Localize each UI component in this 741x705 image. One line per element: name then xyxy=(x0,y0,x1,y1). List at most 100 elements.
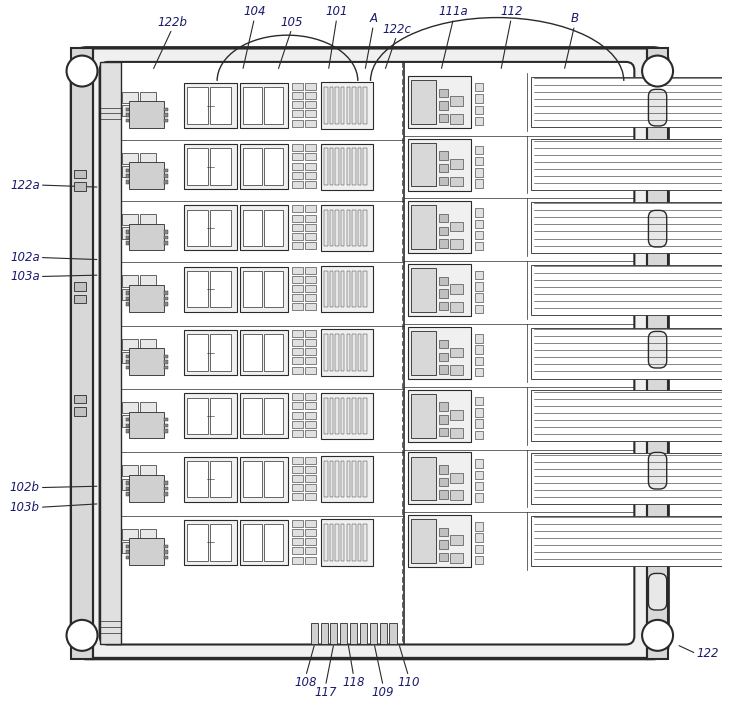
Bar xyxy=(165,556,168,559)
Bar xyxy=(126,556,129,559)
Bar xyxy=(126,108,129,111)
Bar xyxy=(126,487,129,491)
FancyBboxPatch shape xyxy=(648,453,667,489)
Bar xyxy=(647,48,668,658)
Bar xyxy=(358,271,362,307)
Bar xyxy=(364,334,367,371)
Bar xyxy=(73,395,86,403)
Bar xyxy=(240,145,288,189)
Bar xyxy=(126,230,129,233)
Bar xyxy=(364,209,367,246)
Bar xyxy=(122,415,138,427)
Bar xyxy=(292,83,303,90)
Bar xyxy=(292,484,303,491)
Bar xyxy=(165,366,168,369)
Circle shape xyxy=(67,620,98,651)
Bar xyxy=(408,76,471,128)
Bar xyxy=(341,87,345,124)
Bar xyxy=(330,398,333,434)
Text: 102b: 102b xyxy=(10,481,40,494)
Bar xyxy=(439,465,448,474)
Bar xyxy=(210,209,231,246)
Bar xyxy=(165,544,168,548)
Bar xyxy=(140,529,156,540)
Bar xyxy=(126,235,129,239)
Bar xyxy=(360,623,367,644)
Bar xyxy=(305,520,316,527)
Bar xyxy=(99,62,121,644)
Bar xyxy=(140,542,156,553)
Bar xyxy=(330,461,333,498)
Bar xyxy=(336,334,339,371)
Bar xyxy=(321,393,373,439)
Bar xyxy=(305,367,316,374)
Bar xyxy=(324,398,328,434)
Bar xyxy=(321,144,373,190)
Bar xyxy=(184,266,237,312)
Bar xyxy=(140,288,156,300)
Bar xyxy=(243,461,262,498)
Bar xyxy=(475,493,483,502)
Bar xyxy=(305,493,316,501)
Bar xyxy=(439,365,448,374)
Bar xyxy=(475,179,483,188)
Bar xyxy=(292,214,303,221)
Bar xyxy=(122,228,138,239)
Text: 104: 104 xyxy=(243,5,266,18)
Bar xyxy=(408,264,471,316)
Bar xyxy=(408,390,471,442)
Bar xyxy=(126,297,129,300)
Bar xyxy=(126,114,129,117)
FancyBboxPatch shape xyxy=(71,48,668,658)
Bar xyxy=(475,408,483,417)
Bar xyxy=(321,329,373,376)
Bar xyxy=(187,209,208,246)
Bar xyxy=(292,348,303,355)
Bar xyxy=(450,553,462,563)
Bar xyxy=(184,205,237,250)
Bar xyxy=(292,466,303,473)
Bar xyxy=(292,529,303,536)
Bar xyxy=(165,424,168,427)
Bar xyxy=(140,228,156,239)
Bar xyxy=(336,87,339,124)
Bar xyxy=(292,120,303,127)
Bar xyxy=(341,461,345,498)
Text: 118: 118 xyxy=(342,676,365,689)
Bar xyxy=(439,403,448,411)
Bar xyxy=(305,205,316,212)
Bar xyxy=(292,111,303,118)
Bar xyxy=(184,145,237,189)
Bar xyxy=(408,327,471,379)
Bar xyxy=(321,456,373,503)
Bar xyxy=(140,153,156,164)
Bar xyxy=(475,219,483,228)
Bar xyxy=(321,82,373,129)
Bar xyxy=(347,149,350,185)
Bar xyxy=(305,92,316,99)
Bar xyxy=(73,282,86,290)
FancyBboxPatch shape xyxy=(648,573,667,610)
Bar xyxy=(350,623,357,644)
Bar xyxy=(210,525,231,560)
Bar xyxy=(264,461,282,498)
Bar xyxy=(475,544,483,553)
Bar xyxy=(126,119,129,123)
Bar xyxy=(475,94,483,103)
Bar xyxy=(129,162,165,189)
Bar xyxy=(475,271,483,279)
Bar xyxy=(305,102,316,109)
Bar xyxy=(292,242,303,249)
Bar xyxy=(122,214,138,226)
Bar xyxy=(264,271,282,307)
Bar xyxy=(129,223,165,250)
Bar xyxy=(450,302,462,312)
Bar xyxy=(475,282,483,290)
Bar xyxy=(305,529,316,536)
Bar xyxy=(324,87,328,124)
Bar xyxy=(243,271,262,307)
Bar xyxy=(305,357,316,364)
Bar xyxy=(140,352,156,363)
Bar xyxy=(210,398,231,434)
Bar xyxy=(292,154,303,161)
